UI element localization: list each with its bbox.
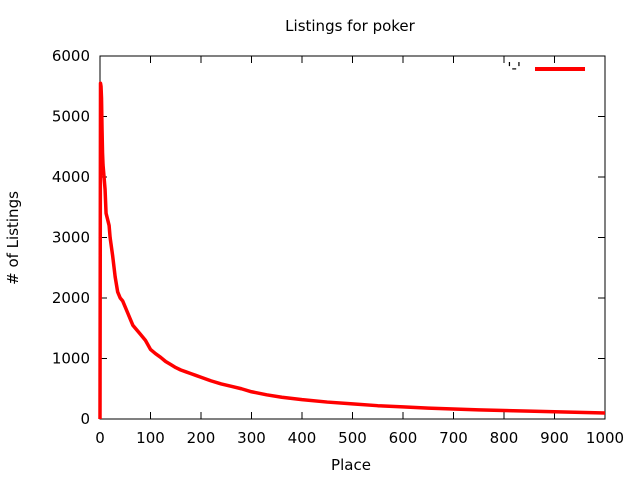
y-tick-label: 0 — [80, 410, 90, 428]
y-tick-label: 3000 — [52, 229, 90, 247]
y-axis-label: # of Listings — [4, 191, 22, 285]
axis-ticks: 0 100 200 300 400 500 600 700 800 900 1000 0 1000 200… — [52, 47, 624, 447]
series-group — [98, 81, 606, 420]
legend-label: '-' — [507, 59, 521, 77]
plot-frame — [99, 55, 606, 420]
series-line — [98, 81, 606, 420]
y-tick-label: 5000 — [52, 108, 90, 126]
x-tick-label: 500 — [338, 429, 367, 447]
x-tick-label: 300 — [237, 429, 266, 447]
chart-title: Listings for poker — [285, 17, 415, 35]
x-tick-label: 600 — [389, 429, 418, 447]
x-tick-label: 1000 — [586, 429, 624, 447]
x-tick-label: 900 — [540, 429, 569, 447]
x-tick-label: 400 — [288, 429, 317, 447]
y-tick-label: 1000 — [52, 350, 90, 368]
x-tick-label: 700 — [439, 429, 468, 447]
x-tick-label: 0 — [95, 429, 105, 447]
x-tick-label: 800 — [490, 429, 519, 447]
y-tick-label: 2000 — [52, 289, 90, 307]
x-tick-label: 100 — [136, 429, 165, 447]
legend: '-' — [507, 59, 585, 77]
y-tick-label: 4000 — [52, 168, 90, 186]
y-tick-label: 6000 — [52, 47, 90, 65]
x-tick-label: 200 — [187, 429, 216, 447]
x-axis-label: Place — [331, 456, 371, 474]
